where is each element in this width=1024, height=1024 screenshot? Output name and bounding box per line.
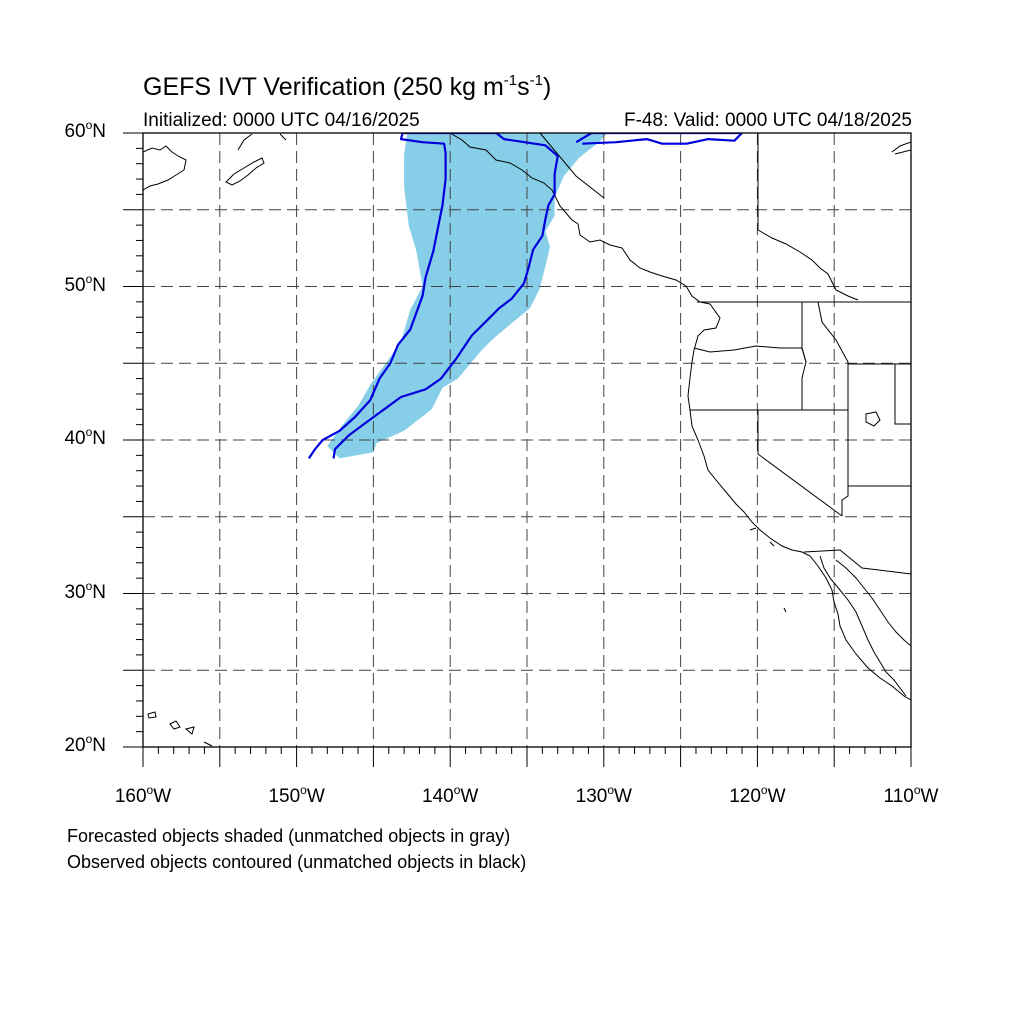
coastlines bbox=[143, 133, 911, 747]
lon-tick-label: 120oW bbox=[729, 783, 786, 807]
border-mexico bbox=[803, 549, 912, 575]
coastline-gulf-of-alaska bbox=[237, 133, 287, 151]
hawaii-islands bbox=[147, 711, 213, 747]
gridlines bbox=[143, 133, 911, 747]
coastline-baja bbox=[819, 555, 907, 697]
observed-object-contour bbox=[307, 133, 559, 460]
lon-tick-label: 160oW bbox=[114, 783, 172, 807]
valid-time: F-48: Valid: 0000 UTC 04/18/2025 bbox=[624, 110, 912, 131]
border-or-wa bbox=[693, 345, 807, 363]
observed-objects bbox=[307, 133, 744, 460]
lat-tick-label: 40oN bbox=[64, 425, 106, 449]
border-ca-nv bbox=[757, 410, 843, 517]
axis-ticks bbox=[123, 132, 912, 767]
political-boundaries bbox=[539, 132, 912, 575]
coastline-gulf-california bbox=[835, 559, 911, 647]
page-title: GEFS IVT Verification (250 kg m-1s-1) bbox=[143, 72, 552, 101]
observed-object-contour-north bbox=[575, 133, 744, 145]
coastline-panhandle bbox=[449, 133, 911, 701]
initialized-time: Initialized: 0000 UTC 04/16/2025 bbox=[143, 110, 420, 131]
lat-tick-label: 20oN bbox=[64, 732, 106, 756]
lon-tick-label: 130oW bbox=[575, 783, 632, 807]
border-alaska-canada bbox=[539, 132, 759, 230]
legend-forecast-note: Forecasted objects shaded (unmatched obj… bbox=[67, 826, 511, 846]
forecast-object bbox=[327, 133, 607, 459]
lon-tick-label: 150oW bbox=[268, 783, 325, 807]
coastline-east bbox=[891, 141, 911, 155]
lake-islands bbox=[749, 411, 881, 613]
lon-tick-label: 110oW bbox=[883, 783, 939, 807]
lat-tick-label: 50oN bbox=[64, 271, 106, 296]
coastline-alaska bbox=[143, 145, 187, 191]
border-wy-mt bbox=[848, 363, 911, 425]
lon-tick-label: 140oW bbox=[422, 783, 479, 807]
legend-observed-note: Observed objects contoured (unmatched ob… bbox=[67, 852, 527, 872]
coastline-hudson bbox=[757, 229, 859, 301]
lat-tick-label: 60oN bbox=[64, 118, 106, 142]
coastline-kodiak bbox=[225, 157, 265, 186]
border-idaho bbox=[801, 301, 849, 410]
border-nv-ut bbox=[690, 409, 911, 516]
lat-tick-label: 30oN bbox=[64, 578, 106, 603]
